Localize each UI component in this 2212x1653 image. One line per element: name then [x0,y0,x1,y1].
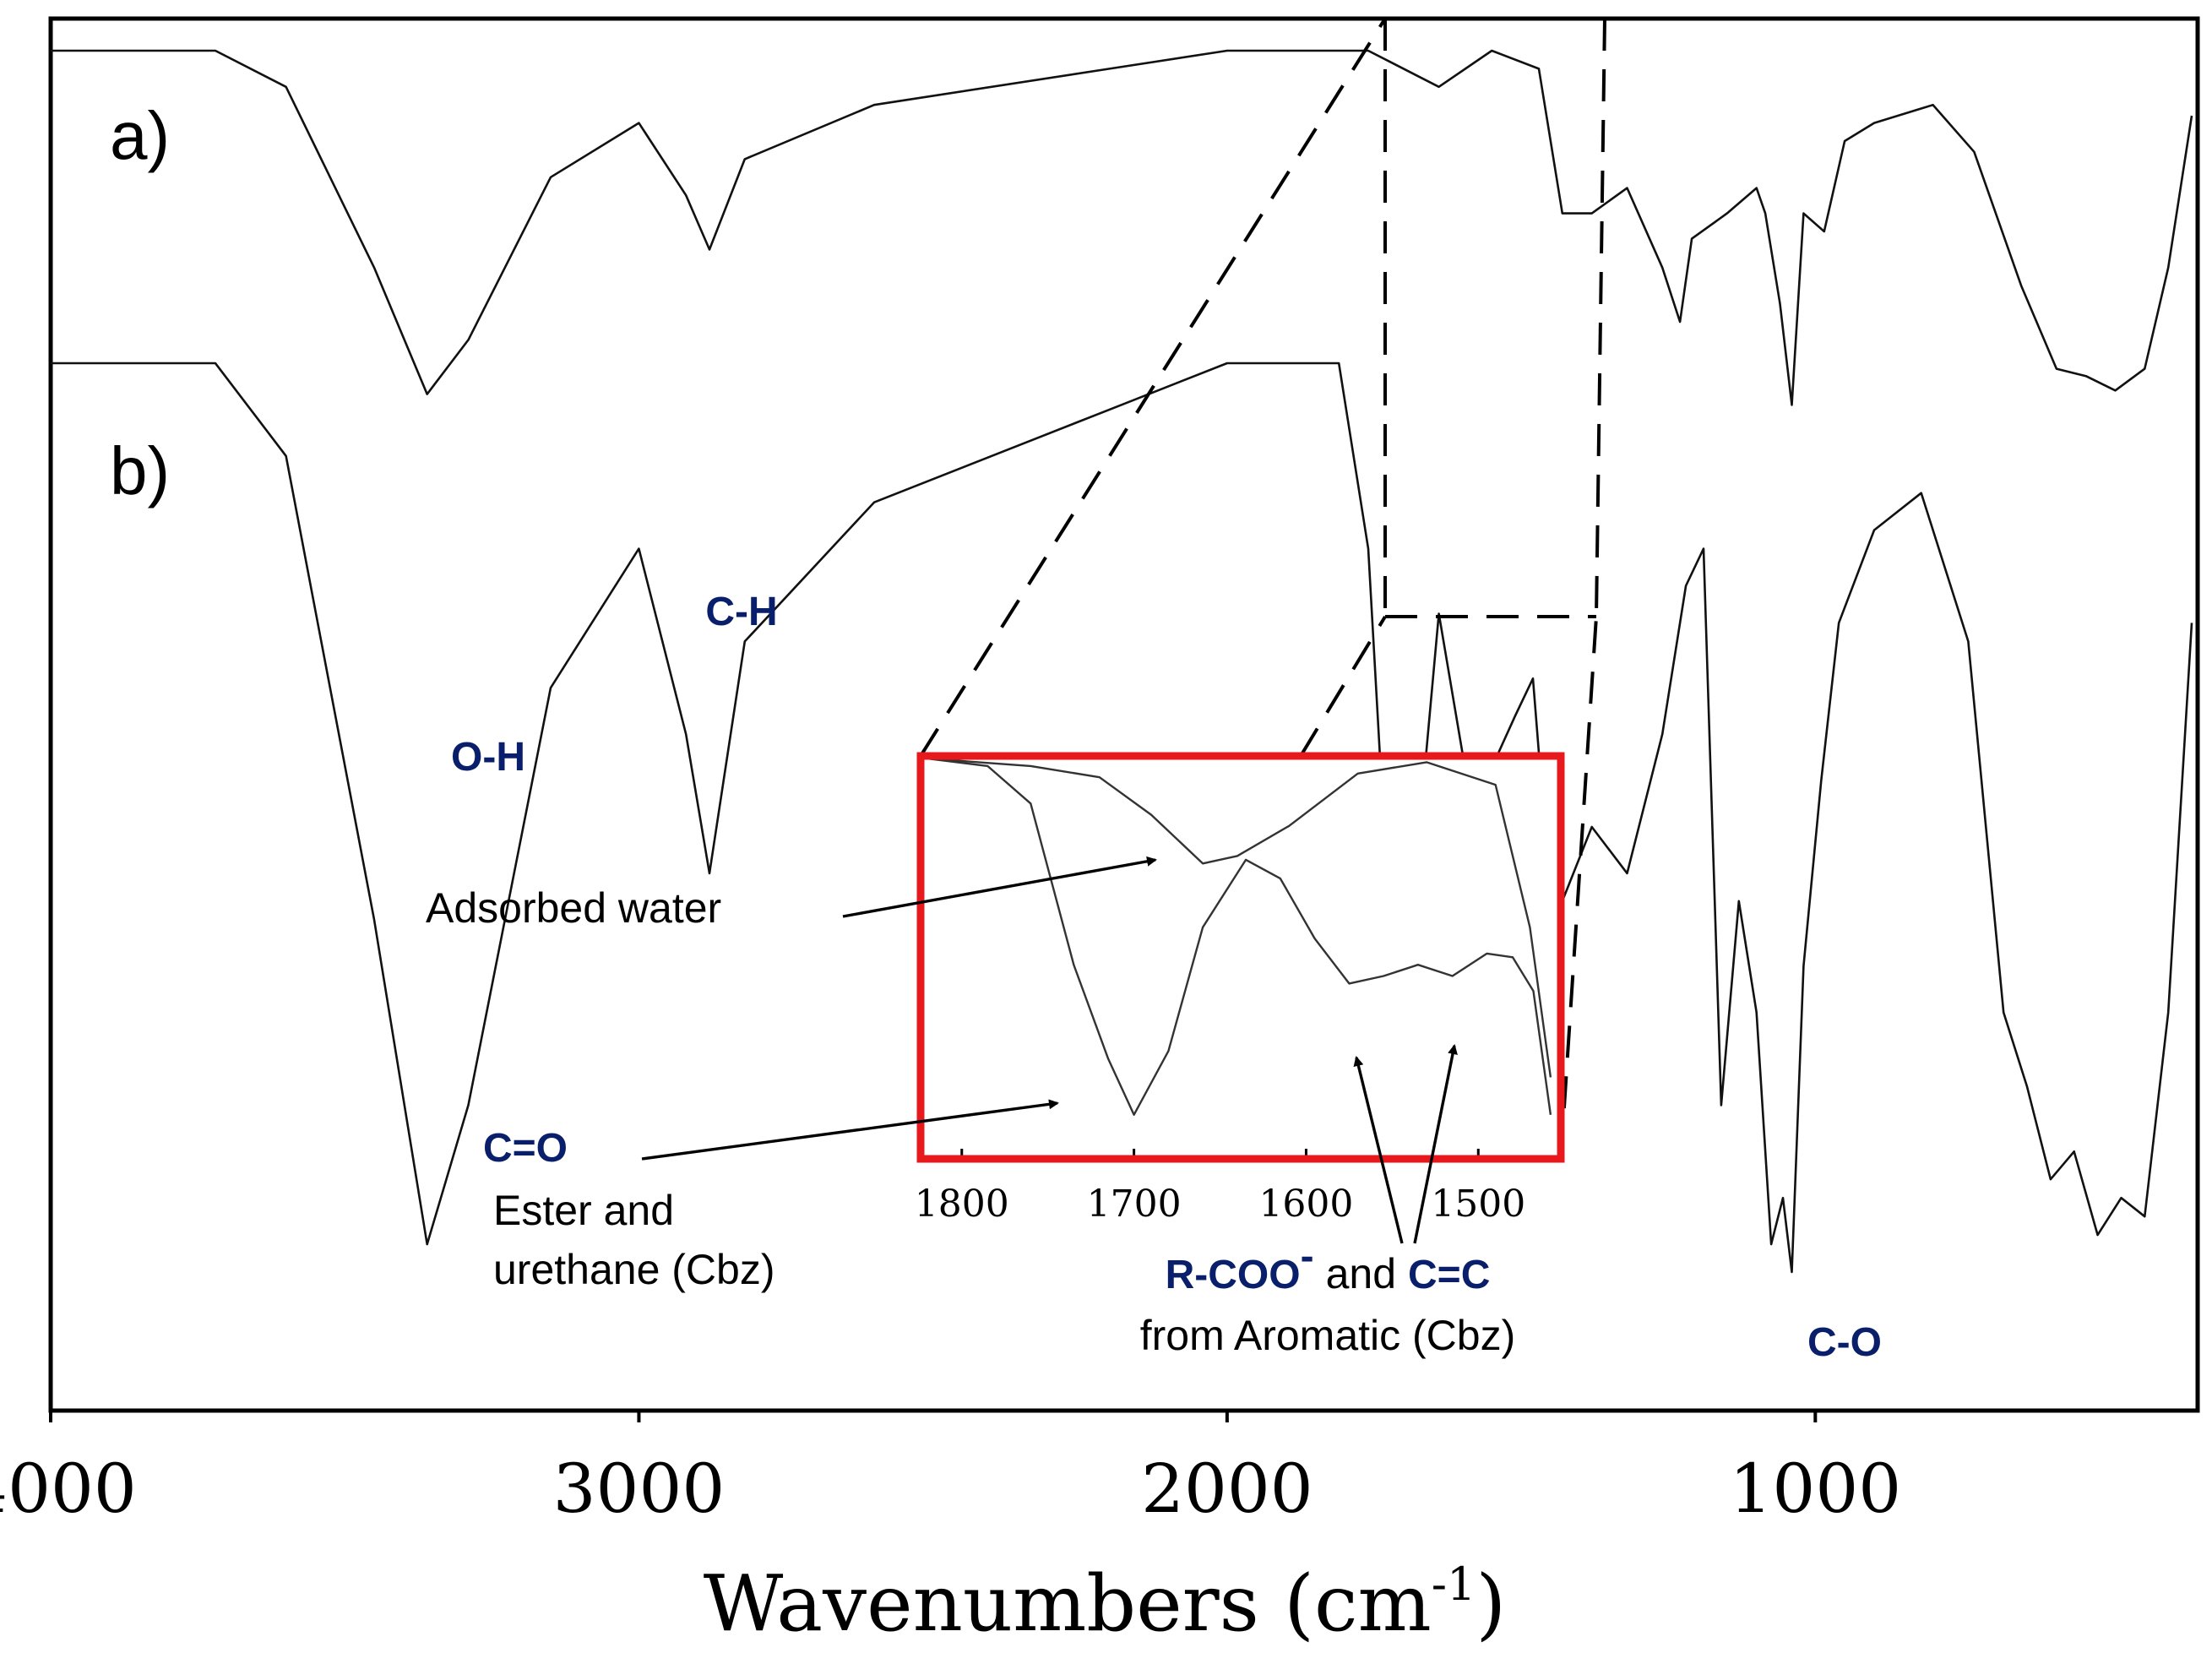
inset-border [916,752,1565,1163]
annotation-and-word: and [1326,1250,1396,1297]
x-tick-label-3000: 3000 [553,1449,726,1528]
series-label-a: a) [110,98,170,173]
annotation-aromatic: from Aromatic (Cbz) [1140,1312,1516,1359]
zoom-guide-right-bottom [1559,616,1598,1160]
peak-label-rcoo-sup: - [1301,1234,1314,1279]
annotation-adsorbed-water: Adsorbed water [426,884,721,932]
annotation-rcoo-cc: R-COO-and C=C [1166,1234,1491,1297]
inset-tick-label-1800: 1800 [915,1183,1009,1226]
arrow-adsorbed-water [842,856,1157,918]
inset-tick-label-1700: 1700 [1087,1183,1182,1226]
inset-background [921,756,1561,1159]
x-axis-title-sup: -1 [1432,1558,1476,1611]
x-tick-label-1000: 1000 [1730,1449,1902,1528]
zoom-guides [919,17,1606,1160]
arrow-carbonyl [641,1099,1059,1161]
peak-label-cc: C=C [1408,1253,1490,1297]
x-axis-title-main: Wavenumbers (cm [704,1558,1432,1649]
series-label-b: b) [110,433,170,508]
peak-label-rcoo: R-COO [1166,1253,1301,1297]
inset-series-line-a [927,757,1552,1078]
x-tick-label-4000: 4000 [0,1449,137,1528]
series-line-b [51,362,2193,1274]
annotation-ester-line2: urethane (Cbz) [493,1246,775,1293]
series-layer [51,49,2193,1274]
x-axis-title: Wavenumbers (cm-1) [704,1558,1507,1649]
inset-tick-label-1500: 1500 [1431,1183,1525,1226]
plot-frame [48,16,2200,1413]
peak-label-oh: O-H [451,735,525,780]
x-axis-title-close: ) [1476,1558,1506,1649]
inset-series-line-b [927,757,1552,1116]
series-line-a [51,49,2193,406]
arrow-carboxylate [1353,1056,1404,1244]
zoom-guide-left-bottom [1299,615,1387,758]
peak-label-co: C-O [1807,1320,1882,1365]
inset-tick-label-1600: 1600 [1258,1183,1353,1226]
peak-label-cdo: C=O [483,1126,568,1171]
peak-label-ch: C-H [705,590,777,634]
annotation-ester-line1: Ester and [493,1187,674,1234]
inset-layer: 1800 1700 1600 1500 [915,757,1552,1226]
zoom-guide-left-top [919,17,1387,758]
zoom-guide-vertical-right [1595,18,1606,617]
arrow-aromatic-cc [1413,1044,1458,1244]
x-axis: 4000 3000 2000 1000 [0,1411,1901,1528]
x-tick-label-2000: 2000 [1141,1449,1313,1528]
